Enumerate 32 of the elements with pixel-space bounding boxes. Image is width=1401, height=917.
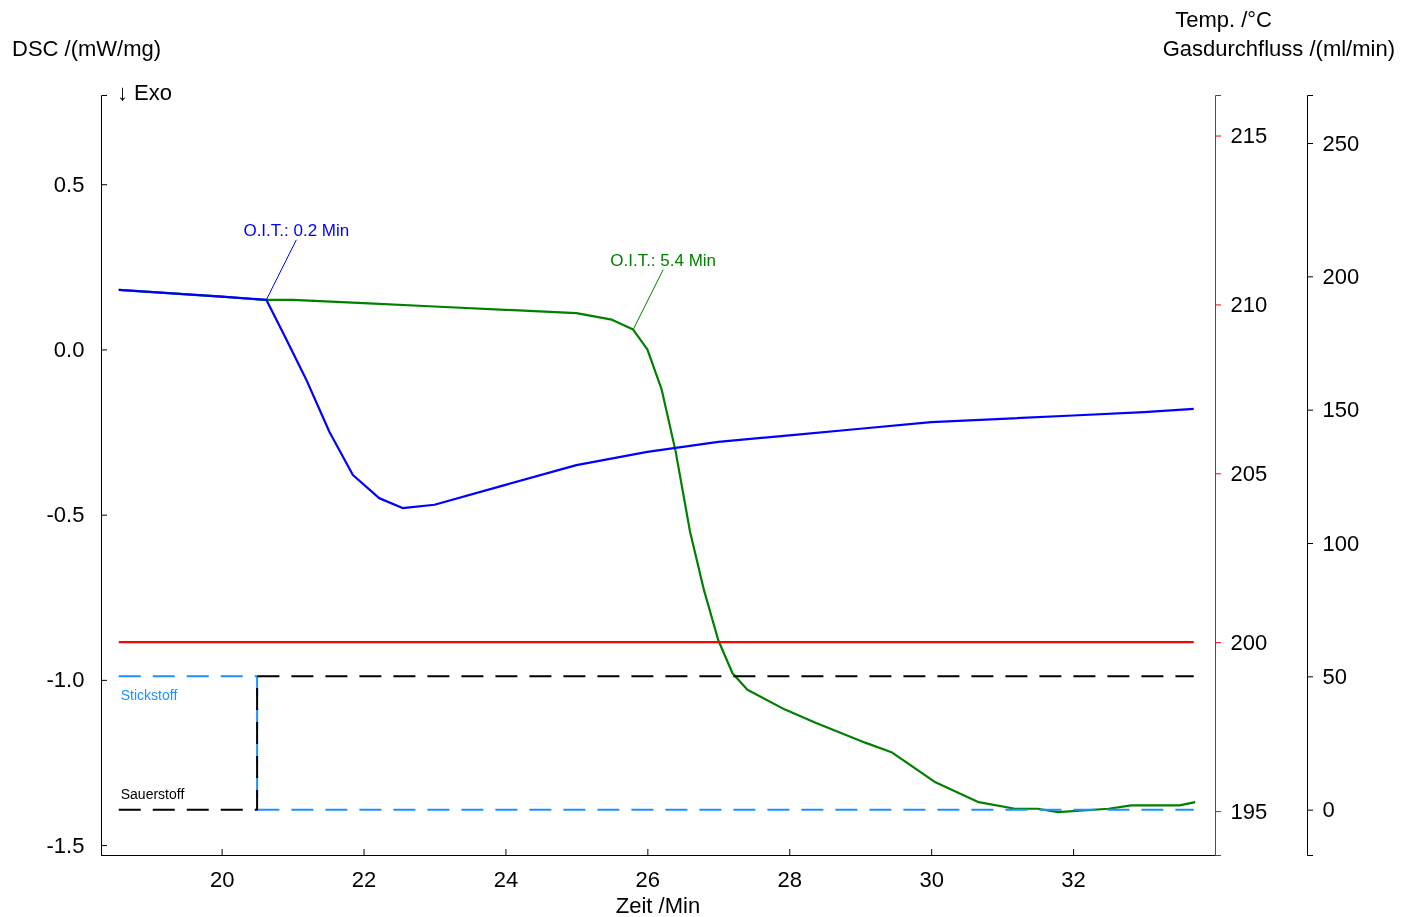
y-tick-label: -0.5 bbox=[46, 502, 85, 528]
x-tick-label: 20 bbox=[209, 867, 235, 892]
y3-tick-label: 250 bbox=[1322, 130, 1360, 156]
y3-tick-label: 150 bbox=[1322, 397, 1360, 423]
y3-tick-label: 0 bbox=[1322, 797, 1335, 823]
y3-tick-label: 200 bbox=[1322, 263, 1360, 289]
x-tick-label: 32 bbox=[1061, 867, 1086, 892]
y2-tick-label: 195 bbox=[1230, 798, 1268, 824]
y2-axis-title: Temp. /°C bbox=[1175, 7, 1273, 32]
y-tick-label: 0.0 bbox=[53, 336, 85, 362]
x-tick-label: 22 bbox=[351, 867, 377, 892]
y-axis-title: DSC /(mW/mg) bbox=[12, 36, 162, 61]
y-tick-label: -1.0 bbox=[46, 667, 85, 693]
y-tick-label: -1.5 bbox=[46, 832, 85, 858]
x-tick-label: 26 bbox=[635, 867, 661, 892]
y-tick-label: 0.5 bbox=[53, 171, 85, 197]
x-tick-label: 28 bbox=[777, 867, 803, 892]
y2-tick-label: 210 bbox=[1230, 291, 1268, 317]
y2-tick-label: 205 bbox=[1230, 460, 1268, 486]
annotation: ↓ Exo bbox=[117, 80, 173, 105]
series-label: Stickstoff bbox=[120, 687, 178, 704]
annotation: O.I.T.: 5.4 Min bbox=[610, 250, 717, 270]
y2-tick-label: 200 bbox=[1230, 629, 1268, 655]
y3-tick-label: 50 bbox=[1322, 663, 1348, 689]
y2-tick-label: 215 bbox=[1230, 123, 1268, 149]
y3-tick-label: 100 bbox=[1322, 530, 1360, 556]
y3-axis-title: Gasdurchfluss /(ml/min) bbox=[1162, 36, 1395, 61]
x-tick-label: 30 bbox=[919, 867, 944, 892]
x-tick-label: 24 bbox=[493, 867, 519, 892]
series-label: Sauerstoff bbox=[120, 785, 185, 802]
annotation: O.I.T.: 0.2 Min bbox=[243, 220, 350, 240]
x-axis-title: Zeit /Min bbox=[615, 893, 701, 917]
